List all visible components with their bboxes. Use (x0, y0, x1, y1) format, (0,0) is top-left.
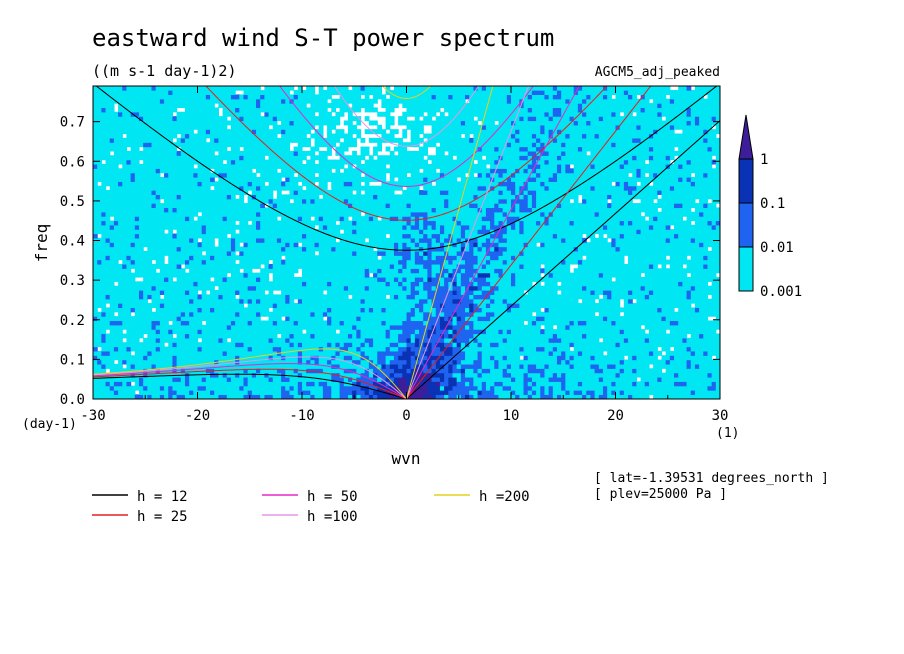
colorbar-extend-triangle (738, 114, 754, 160)
dispersion-curve-h25-equatorial-rossby (93, 368, 407, 399)
dispersion-curve-h50-kelvin (406, 86, 580, 399)
dispersion-curve-h100-inertia-gravity (333, 86, 480, 147)
legend-label: h = 25 (137, 509, 188, 525)
x-tick-label: -10 (289, 408, 314, 424)
x-axis-ticks: -30 -20 -10 0 10 20 30 (80, 86, 728, 424)
dispersion-curve-h25-inertia-gravity (205, 86, 608, 221)
dispersion-curve-h25-kelvin (406, 86, 652, 399)
dispersion-curve-h12-inertia-gravity (95, 86, 718, 251)
y-tick-label: 0.5 (60, 194, 85, 210)
x-tick-label: -20 (185, 408, 210, 424)
colorbar: 0.001 0.01 0.1 1 (738, 114, 802, 300)
dispersion-curves (93, 86, 720, 399)
colorbar-segment (738, 246, 754, 292)
dispersion-curve-h50-equatorial-rossby (93, 363, 407, 399)
legend-label: h = 50 (307, 489, 358, 505)
x-tick-label: 0 (402, 408, 410, 424)
colorbar-label: 1 (760, 152, 768, 168)
legend-label: h = 12 (137, 489, 188, 505)
dispersion-curve-h12-kelvin (406, 120, 720, 399)
dispersion-curve-h200-equatorial-rossby (93, 348, 407, 399)
spectrum-heatmap (93, 86, 720, 399)
x-tick-label: 10 (503, 408, 520, 424)
y-axis-label: freq (32, 224, 51, 263)
colorbar-label: 0.1 (760, 196, 785, 212)
dispersion-curve-h100-kelvin (406, 86, 530, 399)
colorbar-segment (738, 202, 754, 248)
annotation-plev: [ plev=25000 Pa ] (594, 487, 727, 502)
legend-label: h =100 (307, 509, 358, 525)
legend-label: h =200 (479, 489, 530, 505)
x-unit-label: (1) (716, 426, 739, 441)
y-tick-label: 0.7 (60, 115, 85, 131)
chart-subtitle: ((m s-1 day-1)2) (92, 62, 237, 80)
y-tick-label: 0.2 (60, 313, 85, 329)
y-axis-ticks: 0.0 0.1 0.2 0.3 0.4 0.5 0.6 0.7 (60, 115, 720, 408)
dispersion-curve-h100-equatorial-rossby (93, 356, 407, 399)
x-tick-label: 30 (712, 408, 729, 424)
chart-title: eastward wind S-T power spectrum (92, 24, 554, 52)
dispersion-curve-h200-inertia-gravity (381, 86, 432, 99)
y-tick-label: 0.1 (60, 352, 85, 368)
legend: h = 12 h = 25 h = 50 h =100 h =200 (92, 489, 530, 525)
colorbar-segment (738, 158, 754, 204)
dispersion-curve-h50-inertia-gravity (279, 86, 534, 187)
colorbar-label: 0.01 (760, 240, 794, 256)
y-tick-label: 0.4 (60, 234, 85, 250)
colorbar-label: 0.001 (760, 284, 802, 300)
x-tick-label: 20 (607, 408, 624, 424)
x-tick-label: -30 (80, 408, 105, 424)
y-tick-label: 0.6 (60, 154, 85, 170)
dispersion-curve-h200-kelvin (406, 86, 494, 399)
y-tick-label: 0.3 (60, 273, 85, 289)
model-label: AGCM5_adj_peaked (595, 65, 720, 80)
dispersion-curve-h12-equatorial-rossby (93, 373, 407, 399)
y-unit-label: (day-1) (22, 417, 77, 432)
y-tick-label: 0.0 (60, 392, 85, 408)
x-axis-label: wvn (392, 449, 421, 468)
annotation-lat: [ lat=-1.39531 degrees_north ] (594, 471, 829, 486)
